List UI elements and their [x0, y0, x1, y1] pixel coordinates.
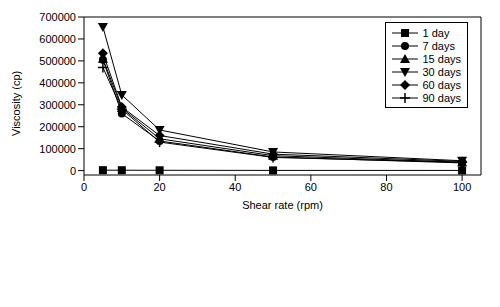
- svg-text:80: 80: [380, 181, 392, 193]
- svg-text:400000: 400000: [39, 77, 76, 89]
- svg-text:200000: 200000: [39, 121, 76, 133]
- html-text:7 days: 7 days: [422, 39, 455, 52]
- svg-text:100000: 100000: [39, 143, 76, 155]
- svg-text:700000: 700000: [39, 11, 76, 23]
- svg-text:0: 0: [81, 181, 87, 193]
- svg-text:20: 20: [153, 181, 165, 193]
- svg-text:100: 100: [453, 181, 471, 193]
- svg-text:300000: 300000: [39, 99, 76, 111]
- svg-text:500000: 500000: [39, 55, 76, 67]
- html-text:60 days: 60 days: [422, 78, 461, 91]
- svg-text:600000: 600000: [39, 33, 76, 45]
- svg-text:Viscosity (cp): Viscosity (cp): [10, 71, 22, 136]
- svg-text:40: 40: [229, 181, 241, 193]
- html-text:90 days: 90 days: [422, 91, 461, 104]
- svg-text:60: 60: [305, 181, 317, 193]
- html-text:15 days: 15 days: [422, 52, 461, 65]
- svg-text:0: 0: [70, 165, 76, 177]
- html-text:1 day: 1 day: [422, 26, 450, 39]
- svg-text:Shear rate (rpm): Shear rate (rpm): [242, 199, 323, 211]
- html-text:30 days: 30 days: [422, 65, 461, 78]
